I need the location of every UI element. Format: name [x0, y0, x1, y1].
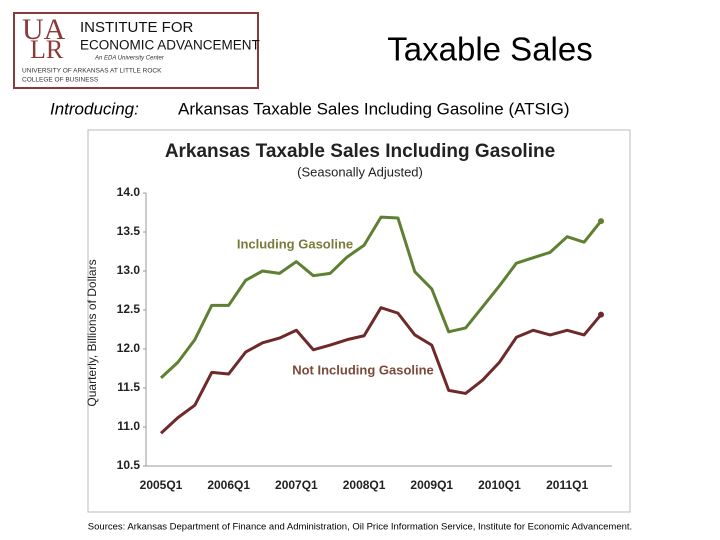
chart-frame: [87, 129, 631, 513]
y-tick-label: 14.0: [117, 185, 141, 199]
logo-text: ECONOMIC ADVANCEMENT: [80, 38, 260, 53]
intro-text: Arkansas Taxable Sales Including Gasolin…: [178, 99, 570, 118]
intro-label: Introducing:: [50, 99, 139, 118]
chart-title: Arkansas Taxable Sales Including Gasolin…: [165, 141, 555, 162]
x-tick-label: 2009Q1: [410, 478, 453, 492]
x-tick-label: 2011Q1: [546, 478, 588, 492]
series-label: Not Including Gasoline: [292, 362, 434, 377]
logo-mark: LR: [30, 35, 64, 64]
logo-tagline: An EDA University Center: [94, 56, 165, 62]
x-tick-label: 2008Q1: [343, 478, 386, 492]
y-tick-label: 10.5: [117, 458, 141, 472]
logo-text: INSTITUTE FOR: [80, 19, 193, 36]
series-line: [159, 215, 603, 379]
y-axis-label: Quarterly, Billions of Dollars: [85, 259, 99, 406]
y-tick-label: 11.0: [117, 419, 140, 433]
logo-text: COLLEGE OF BUSINESS: [22, 77, 99, 84]
slide-title: Taxable Sales: [387, 31, 592, 68]
y-tick-label: 13.0: [117, 263, 141, 277]
logo-mark: UA: [22, 13, 66, 46]
sources: Sources: Arkansas Department of Finance …: [88, 522, 632, 533]
x-tick-label: 2007Q1: [275, 478, 318, 492]
series-label: Including Gasoline: [237, 236, 353, 251]
y-tick-label: 13.5: [117, 224, 141, 238]
y-tick-label: 12.0: [117, 341, 141, 355]
end-marker: [598, 218, 604, 225]
chart-subtitle: (Seasonally Adjusted): [297, 164, 423, 179]
x-tick-label: 2006Q1: [207, 478, 250, 492]
x-tick-label: 2005Q1: [140, 478, 183, 492]
y-tick-label: 11.5: [117, 380, 140, 394]
series-line: [159, 306, 603, 435]
y-tick-label: 12.5: [117, 302, 141, 316]
x-tick-label: 2010Q1: [478, 478, 521, 492]
logo-text: UNIVERSITY OF ARKANSAS AT LITTLE ROCK: [22, 68, 162, 75]
logo-frame: [13, 12, 259, 89]
end-marker: [598, 311, 604, 318]
